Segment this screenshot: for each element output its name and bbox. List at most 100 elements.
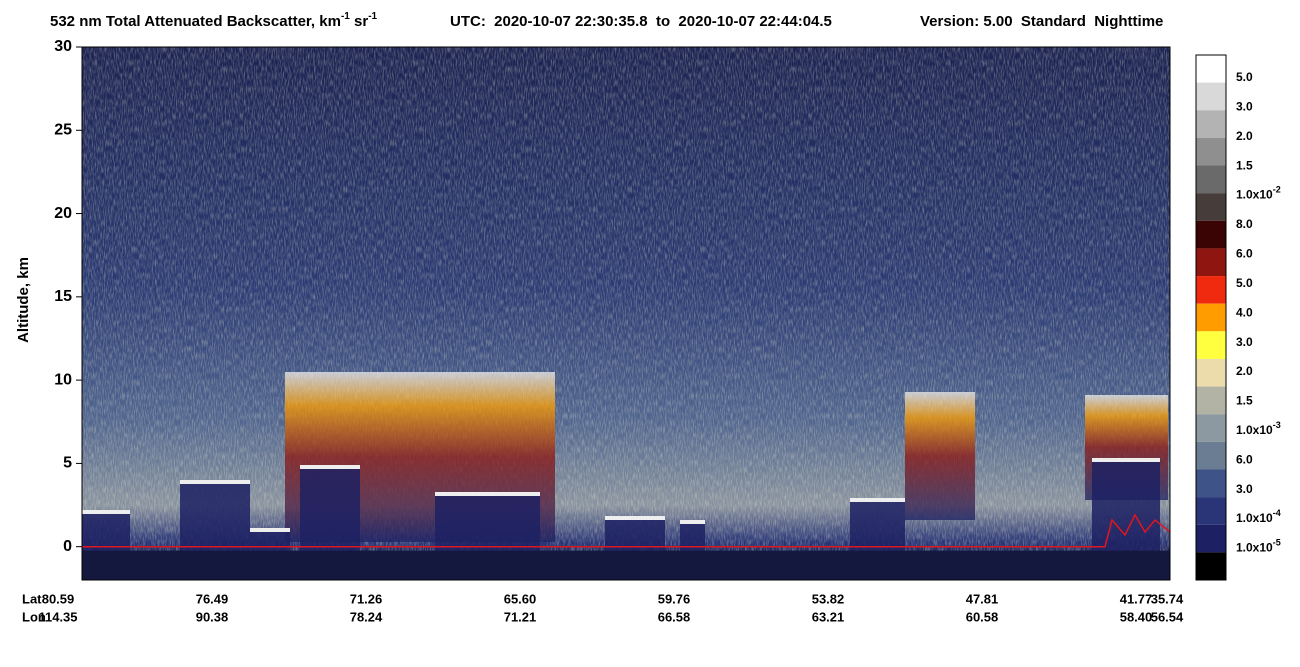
title-sup: -1 xyxy=(368,11,377,22)
colorbar-cell xyxy=(1196,193,1226,221)
x-tick-label: 41.77 xyxy=(1120,591,1153,606)
colorbar-label: 4.0 xyxy=(1236,305,1253,319)
cloud-top xyxy=(680,520,705,524)
colorbar-label: 6.0 xyxy=(1236,452,1253,466)
x-tick-label: 90.38 xyxy=(196,609,229,624)
colorbar-cell xyxy=(1196,497,1226,525)
x-tick-label: 80.59 xyxy=(42,591,75,606)
colorbar-label: 1.5 xyxy=(1236,158,1253,172)
colorbar-label: 8.0 xyxy=(1236,217,1253,231)
cloud-top xyxy=(435,492,540,496)
colorbar-cell xyxy=(1196,331,1226,359)
cloud-top xyxy=(1092,458,1160,462)
colorbar-cell xyxy=(1196,110,1226,138)
cloud-body xyxy=(435,496,540,552)
colorbar-label-base: 1.0x10 xyxy=(1236,511,1273,525)
colorbar-label-base: 1.0x10 xyxy=(1236,188,1273,202)
colorbar-label-exp: -3 xyxy=(1273,420,1281,430)
colorbar-frame xyxy=(1195,54,1227,581)
colorbar-cell xyxy=(1196,386,1226,415)
cloud-top xyxy=(82,510,130,514)
cloud-top xyxy=(850,498,905,502)
y-tick-label: 0 xyxy=(63,538,72,555)
noise xyxy=(82,47,1170,580)
colorbar-cell xyxy=(1196,276,1226,304)
colorbar-label: 1.0x10-2 xyxy=(1236,185,1281,202)
cloud-top xyxy=(180,480,250,484)
colorbar-label: 3.0 xyxy=(1236,100,1253,114)
cloud-body xyxy=(82,514,130,552)
x-tick-label: 76.49 xyxy=(196,591,229,606)
title-sup: -1 xyxy=(341,11,350,22)
x-tick-label: 71.26 xyxy=(350,591,383,606)
y-tick-label: 10 xyxy=(54,371,72,388)
colorbar-label: 5.0 xyxy=(1236,70,1253,84)
colorbar-label: 1.5 xyxy=(1236,394,1253,408)
colorbar-cell xyxy=(1196,82,1226,111)
colorbar-cell xyxy=(1196,414,1226,442)
chart-title: 532 nm Total Attenuated Backscatter, km-… xyxy=(50,11,378,30)
colorbar-label-base: 1.0x10 xyxy=(1236,423,1273,437)
cloud-body xyxy=(300,469,360,552)
x-tick-label: 35.74 xyxy=(1151,591,1184,606)
colorbar-label: 1.0x10-4 xyxy=(1236,508,1281,525)
colorbar-cell xyxy=(1196,441,1226,470)
colorbar-cell xyxy=(1196,303,1226,332)
colorbar-label: 3.0 xyxy=(1236,482,1253,496)
cloud-body xyxy=(850,502,905,552)
title-text: sr xyxy=(350,13,369,30)
x-row-name: Lat xyxy=(22,591,42,606)
cloud-top xyxy=(300,465,360,469)
y-tick-label: 25 xyxy=(54,122,72,139)
y-tick-label: 15 xyxy=(54,288,72,305)
colorbar-label-exp: -2 xyxy=(1273,185,1281,195)
colorbar-cell xyxy=(1196,248,1226,277)
colorbar-label: 3.0 xyxy=(1236,335,1253,349)
colorbar-label: 6.0 xyxy=(1236,247,1253,261)
colorbar-cell xyxy=(1196,55,1226,83)
cloud-region xyxy=(905,392,975,520)
title-text: 532 nm Total Attenuated Backscatter, km xyxy=(50,13,341,30)
x-tick-label: 63.21 xyxy=(812,609,845,624)
colorbar-label-exp: -5 xyxy=(1273,538,1281,548)
colorbar-cell xyxy=(1196,358,1226,387)
x-tick-label: 58.40 xyxy=(1120,609,1153,624)
cloud-top xyxy=(605,516,665,520)
subtitle: UTC: 2020-10-07 22:30:35.8 to 2020-10-07… xyxy=(450,13,832,30)
colorbar-label: 5.0 xyxy=(1236,276,1253,290)
backscatter-image xyxy=(82,47,1171,580)
x-tick-label: 78.24 xyxy=(350,609,383,624)
version: Version: 5.00 Standard Nighttime xyxy=(920,13,1163,30)
x-tick-label: 53.82 xyxy=(812,591,845,606)
cloud-body xyxy=(250,532,290,552)
colorbar-label-base: 1.0x10 xyxy=(1236,541,1273,555)
x-tick-label: 59.76 xyxy=(658,591,691,606)
x-tick-label: 71.21 xyxy=(504,609,537,624)
colorbar-cell xyxy=(1196,137,1226,166)
cloud-body xyxy=(1092,462,1160,552)
x-tick-label: 47.81 xyxy=(966,591,999,606)
cloud-top xyxy=(250,528,290,532)
surface-line xyxy=(82,513,1171,548)
cloud-body xyxy=(180,484,250,552)
y-tick-label: 20 xyxy=(54,205,72,222)
x-tick-label: 114.35 xyxy=(38,609,77,624)
colorbar-cell xyxy=(1196,165,1226,194)
colorbar-label: 1.0x10-3 xyxy=(1236,420,1281,437)
x-tick-label: 66.58 xyxy=(658,609,691,624)
below-ground xyxy=(82,550,1170,580)
plot-frame xyxy=(81,46,1171,581)
colorbar-cell xyxy=(1196,469,1226,498)
x-row-name: Lon xyxy=(22,609,46,624)
colorbar-cell xyxy=(1196,552,1226,580)
cloud-body xyxy=(680,524,705,552)
colorbar-label: 1.0x10-5 xyxy=(1236,538,1281,555)
colorbar-cell xyxy=(1196,524,1226,553)
x-tick-label: 65.60 xyxy=(504,591,537,606)
colorbar-label: 2.0 xyxy=(1236,129,1253,143)
colorbar-cell xyxy=(1196,220,1226,249)
y-axis-label: Altitude, km xyxy=(15,257,32,343)
x-tick-label: 60.58 xyxy=(966,609,999,624)
colorbar-label-exp: -4 xyxy=(1273,508,1281,518)
